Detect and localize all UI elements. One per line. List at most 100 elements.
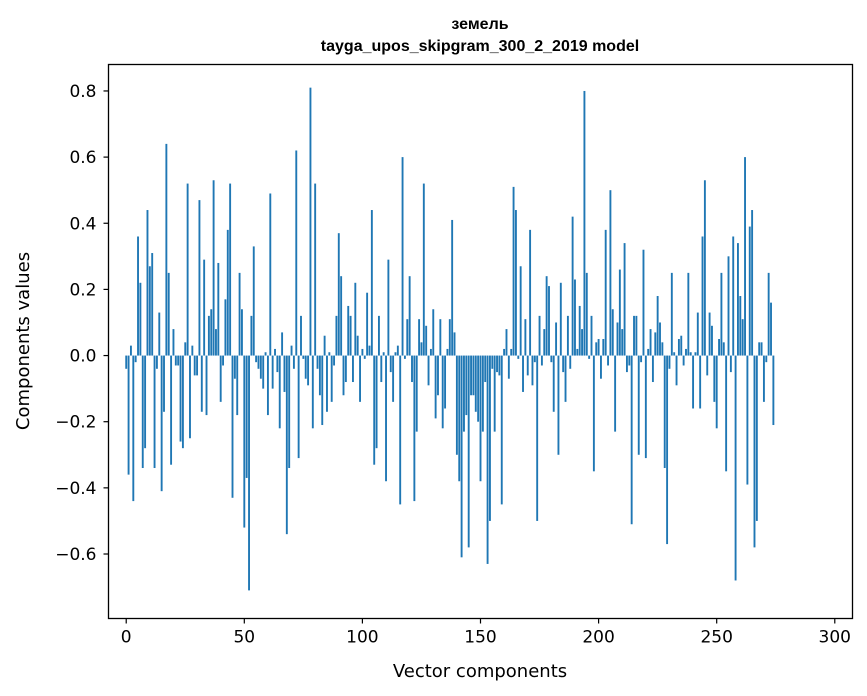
bar [680, 335, 683, 356]
bar [361, 348, 364, 356]
bar [479, 355, 482, 482]
bar [366, 292, 369, 356]
bar [689, 352, 692, 356]
bar [144, 355, 147, 449]
bar [574, 279, 576, 356]
bar [451, 219, 454, 356]
bar [699, 355, 702, 409]
bar [637, 355, 640, 455]
bar [642, 249, 645, 356]
bar [609, 190, 612, 356]
bar [772, 355, 775, 426]
bar [330, 355, 333, 402]
bar [193, 355, 196, 376]
bar [604, 229, 607, 356]
bar [545, 276, 548, 356]
bar [767, 272, 770, 356]
bar [177, 355, 180, 366]
bar [614, 355, 617, 432]
y-tick-label: 0.0 [69, 347, 96, 367]
bar [616, 322, 619, 356]
bar [748, 226, 751, 356]
bar [406, 319, 409, 356]
bar [200, 355, 203, 412]
bar [420, 342, 423, 356]
bar [448, 319, 451, 356]
x-tick-label: 200 [582, 628, 614, 648]
bar [127, 355, 130, 475]
y-axis-label: Components values [13, 252, 34, 430]
bar [583, 90, 586, 356]
bar [125, 355, 128, 369]
bar [307, 355, 310, 386]
bar [557, 355, 560, 455]
bar [203, 259, 206, 356]
bar [316, 355, 319, 369]
bar [288, 355, 291, 469]
bar [531, 355, 534, 386]
bar [205, 355, 208, 416]
bar [252, 246, 255, 356]
bar [411, 355, 413, 383]
bar [682, 355, 685, 366]
bar [278, 355, 281, 429]
bar [377, 315, 380, 356]
bar [290, 345, 293, 356]
bar [566, 315, 569, 356]
bar [238, 272, 241, 356]
bar [283, 355, 286, 392]
bar [174, 355, 177, 366]
bar [356, 335, 359, 356]
bar [337, 233, 340, 356]
bar [585, 272, 588, 356]
bar [453, 332, 456, 356]
bar [762, 355, 765, 402]
bar [172, 329, 175, 356]
bar [189, 355, 191, 439]
bar [129, 345, 132, 356]
bar [340, 276, 343, 356]
bar [484, 355, 487, 383]
bar [685, 348, 687, 356]
bar [715, 355, 718, 429]
bar [607, 355, 609, 366]
bar [666, 355, 669, 545]
bar [588, 355, 591, 359]
bar [576, 348, 579, 356]
bar [536, 355, 539, 521]
bar [595, 342, 598, 356]
bar [522, 355, 524, 392]
bar [517, 355, 520, 359]
bar [625, 355, 628, 373]
bar [630, 355, 633, 525]
bar [555, 322, 558, 356]
bar [354, 282, 357, 356]
bar [151, 253, 154, 356]
bar [196, 355, 199, 376]
bar [755, 355, 758, 521]
bar [477, 355, 480, 422]
plot-frame [107, 63, 854, 620]
bar [141, 355, 144, 469]
bar [257, 355, 260, 369]
bar [519, 266, 522, 356]
bar [654, 332, 657, 356]
bar [498, 355, 501, 376]
bar [139, 282, 142, 356]
bar [491, 355, 494, 369]
bar [153, 355, 156, 469]
bar [266, 355, 269, 416]
bar [429, 348, 432, 356]
bar [349, 315, 352, 356]
bar [673, 352, 676, 356]
bar [713, 355, 716, 402]
bar [212, 180, 215, 356]
bar [569, 355, 572, 369]
bar [323, 335, 326, 356]
bar [311, 355, 314, 429]
bar [276, 355, 279, 373]
bar [670, 272, 673, 356]
bar [460, 355, 463, 558]
bar [215, 329, 217, 356]
